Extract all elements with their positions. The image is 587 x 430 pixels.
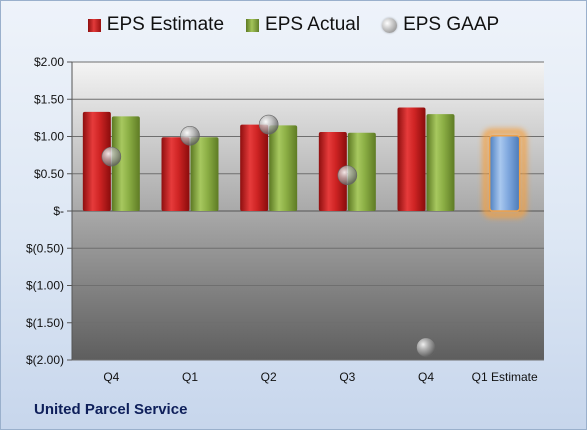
x-tick-label: Q4 (418, 370, 434, 384)
legend-swatch-estimate (87, 18, 101, 32)
legend-label-estimate: EPS Estimate (106, 14, 225, 35)
estimate-bar (397, 107, 426, 211)
gaap-point (258, 114, 279, 135)
actual-bar (111, 116, 140, 211)
x-tick-label: Q3 (339, 370, 355, 384)
y-tick-label: $(2.00) (26, 353, 64, 367)
y-tick-label: $(0.50) (26, 241, 64, 255)
estimate-bar (240, 124, 269, 211)
estimate-glow (482, 128, 527, 219)
y-axis-ticks: $2.00 $1.50 $1.00 $0.50 $- $(0.50) $(1.00) $(1.… (26, 55, 73, 367)
actual-bar (347, 132, 376, 211)
legend: EPS Estimate EPS Actual EPS GAAP (0, 14, 587, 36)
gaap-point (416, 337, 436, 358)
x-tick-label: Q4 (103, 370, 119, 384)
legend-item-eps-gaap: EPS GAAP (382, 14, 499, 36)
y-tick-label: $(1.50) (26, 316, 64, 330)
estimate-bar (161, 137, 190, 211)
gaap-point (180, 125, 200, 146)
legend-label-gaap: EPS GAAP (403, 14, 500, 35)
bars (82, 107, 527, 219)
x-tick-label: Q1 Estimate (472, 370, 538, 384)
y-tick-label: $0.50 (34, 167, 64, 181)
estimate-forecast-bar (488, 135, 521, 212)
estimate-bar (82, 111, 111, 211)
y-tick-label: $- (53, 204, 64, 218)
grid-lines (72, 61, 544, 361)
gaap-point (101, 146, 122, 167)
x-axis-ticks: Q4 Q1 Q2 Q3 Q4 Q1 Estimate (103, 370, 538, 384)
legend-label-actual: EPS Actual (265, 14, 361, 35)
y-tick-label: $1.00 (34, 130, 64, 144)
legend-swatch-gaap (382, 17, 398, 33)
y-tick-label: $1.50 (34, 92, 64, 106)
x-tick-label: Q2 (261, 370, 277, 384)
legend-item-eps-actual: EPS Actual (246, 14, 360, 36)
actual-bar (190, 137, 219, 211)
gaap-point (337, 165, 358, 186)
company-name: United Parcel Service (34, 401, 188, 418)
y-tick-label: $2.00 (34, 55, 64, 69)
x-tick-label: Q1 (182, 370, 198, 384)
gaap-markers (101, 114, 436, 358)
actual-bar (269, 125, 298, 211)
estimate-bar (318, 132, 347, 211)
legend-swatch-actual (246, 18, 260, 32)
actual-bar (426, 114, 455, 211)
y-tick-label: $(1.00) (26, 279, 64, 293)
legend-item-eps-estimate: EPS Estimate (87, 14, 225, 36)
